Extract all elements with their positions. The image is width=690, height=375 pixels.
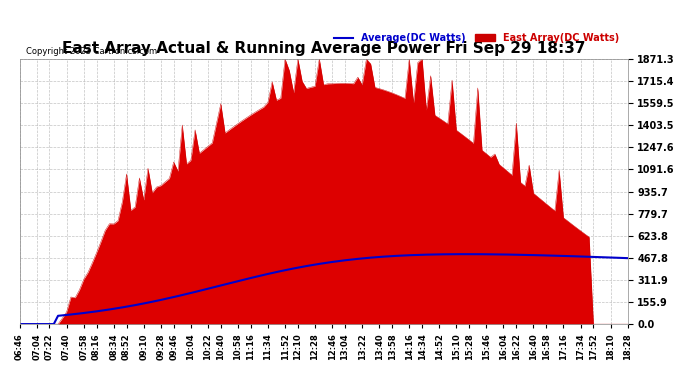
Text: Copyright 2023 Cartronics.com: Copyright 2023 Cartronics.com: [26, 47, 157, 56]
Legend: Average(DC Watts), East Array(DC Watts): Average(DC Watts), East Array(DC Watts): [330, 29, 623, 47]
Title: East Array Actual & Running Average Power Fri Sep 29 18:37: East Array Actual & Running Average Powe…: [62, 41, 585, 56]
